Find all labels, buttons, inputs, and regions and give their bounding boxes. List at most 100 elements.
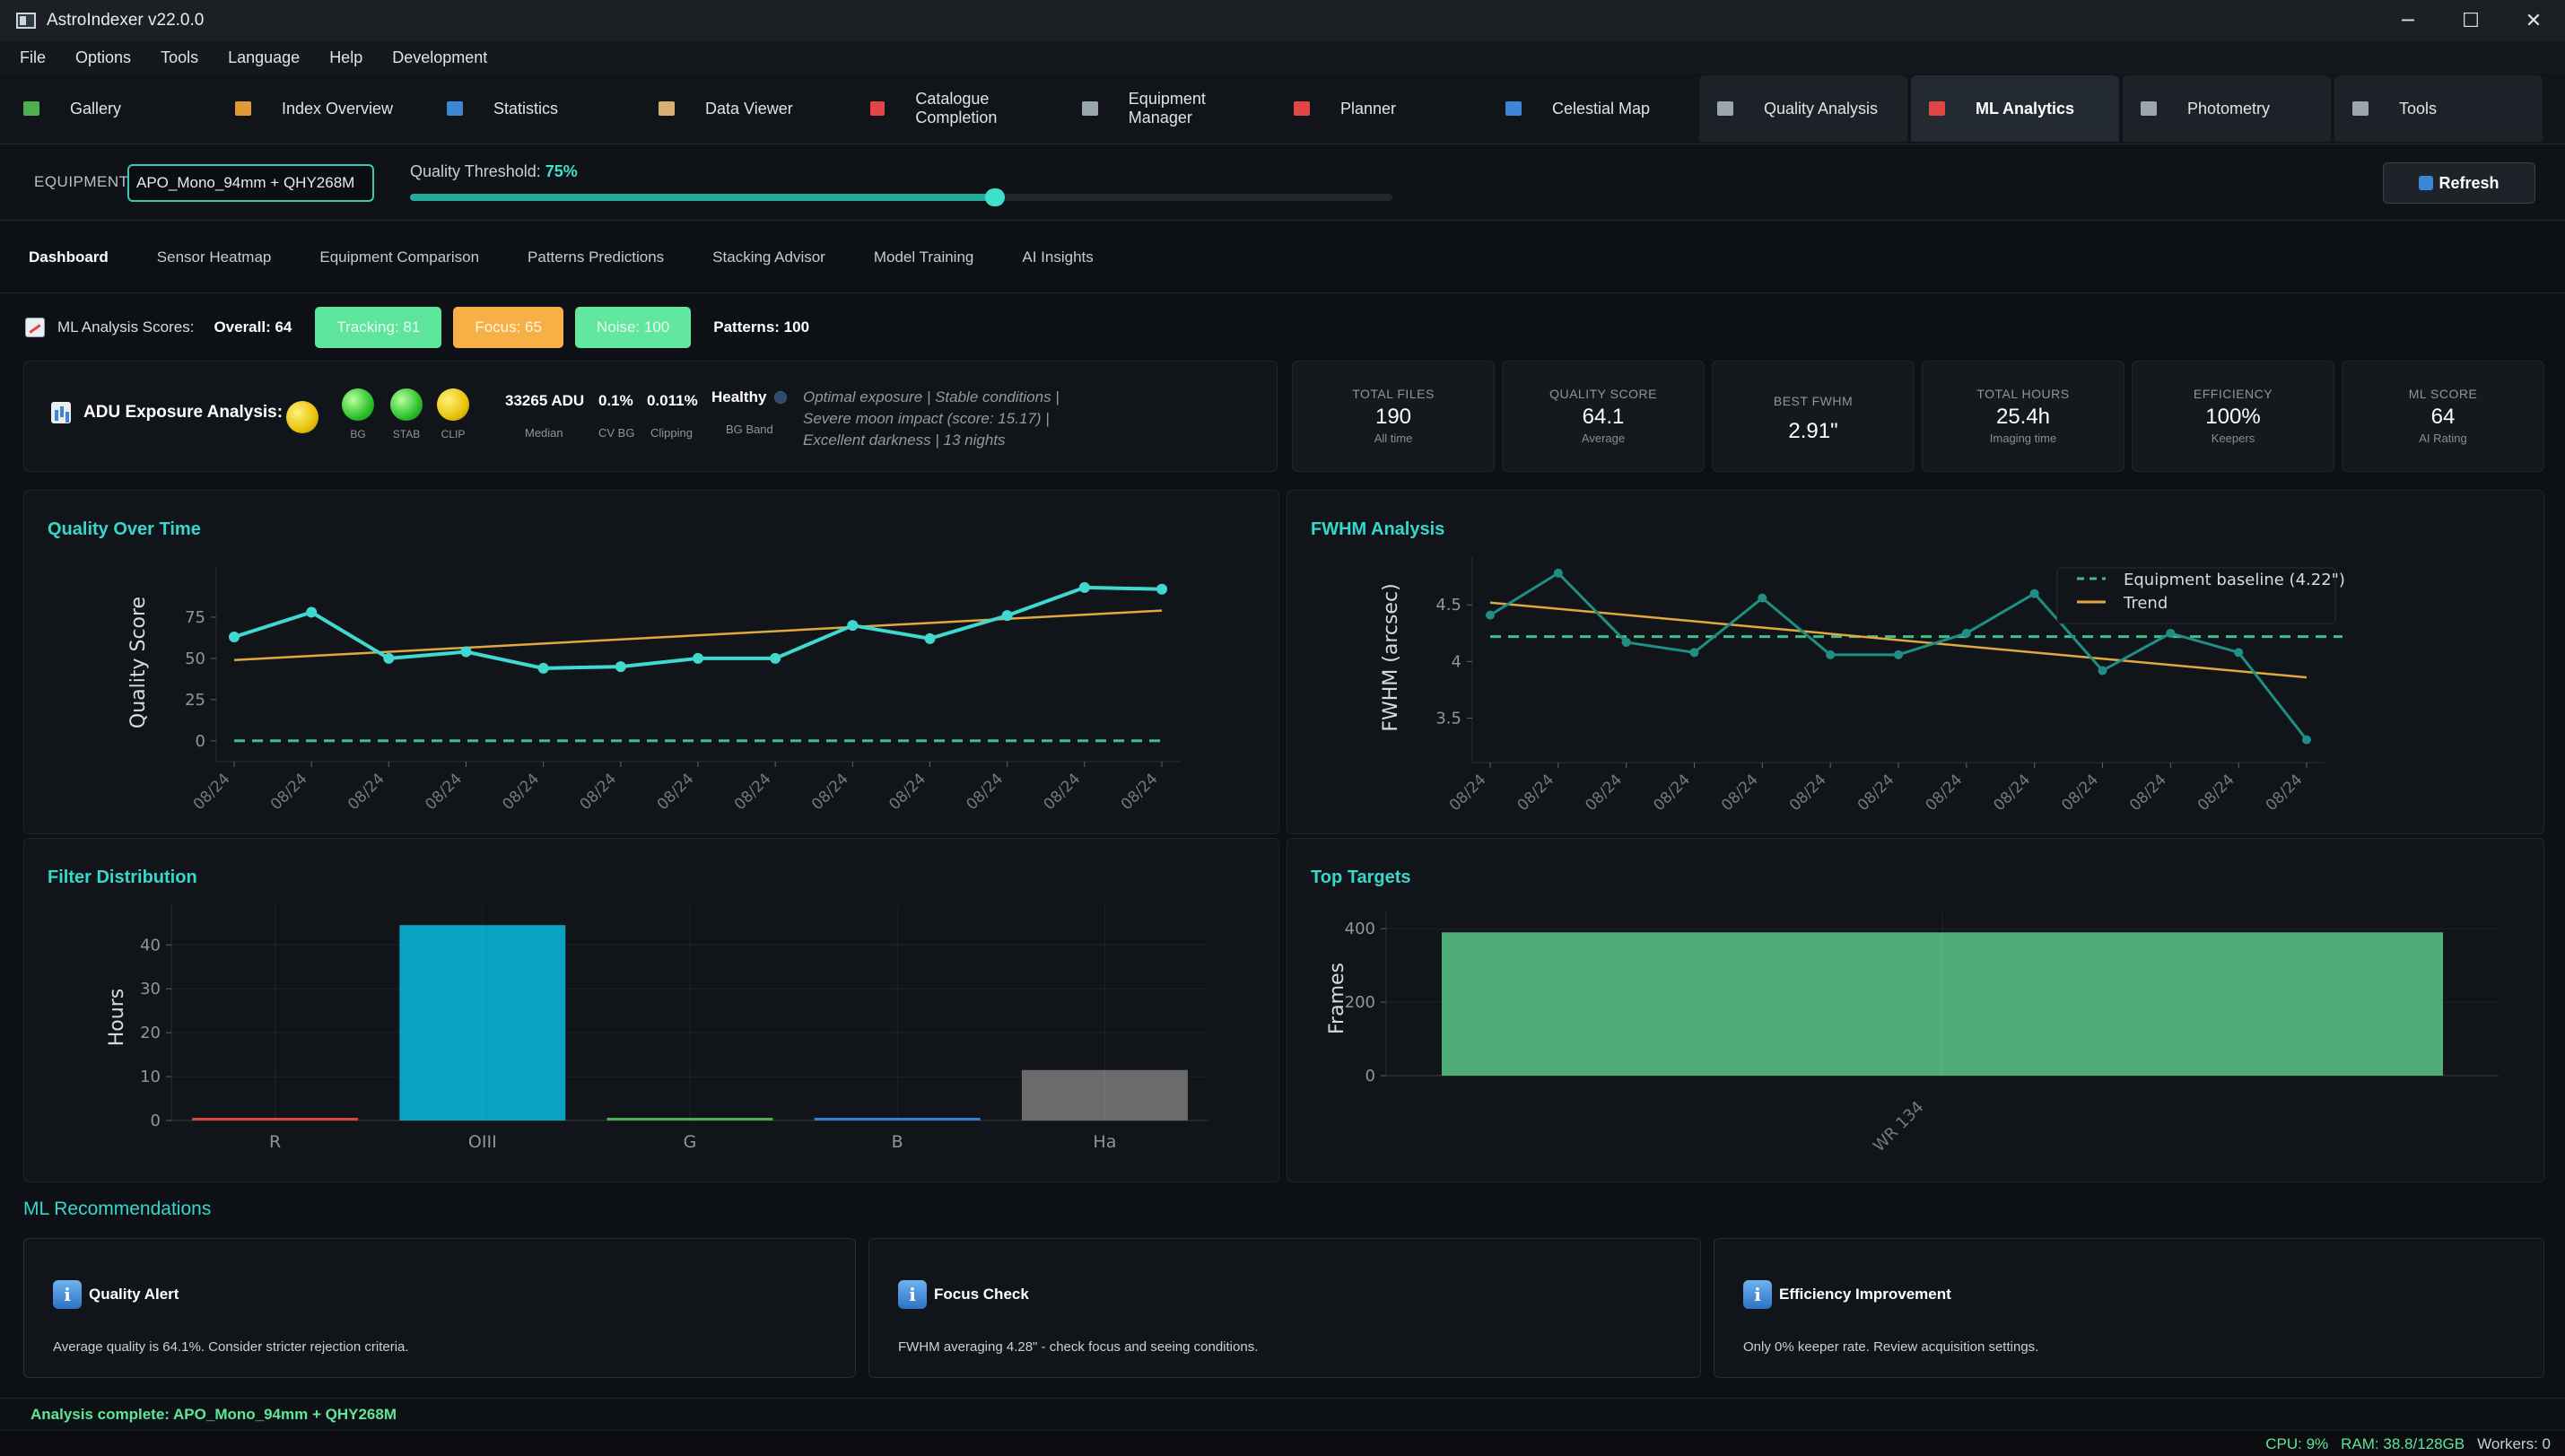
tab-gallery[interactable]: Gallery bbox=[5, 75, 214, 142]
tab-tools[interactable]: Tools bbox=[2334, 75, 2543, 142]
menu-help[interactable]: Help bbox=[329, 48, 363, 66]
subtab-dashboard[interactable]: Dashboard bbox=[29, 248, 109, 266]
adu-summary: Optimal exposure | Stable conditions | S… bbox=[803, 388, 1060, 449]
data-point bbox=[1689, 648, 1699, 658]
data-point bbox=[1758, 593, 1767, 603]
gallery-icon bbox=[23, 101, 39, 116]
x-tick-label: 08/24 bbox=[422, 770, 466, 814]
bg-indicator-led bbox=[342, 388, 374, 421]
subtab-sensor-heatmap[interactable]: Sensor Heatmap bbox=[156, 248, 272, 266]
data-point bbox=[847, 620, 859, 632]
bar-chart-icon bbox=[51, 402, 71, 423]
minimize-button[interactable]: ─ bbox=[2402, 9, 2414, 32]
subtab-equipment-comparison[interactable]: Equipment Comparison bbox=[319, 248, 480, 266]
trend-line bbox=[1489, 601, 2308, 679]
menu-options[interactable]: Options bbox=[75, 48, 132, 66]
legend-trend-label: Trend bbox=[2123, 594, 2168, 613]
chart-trend-icon bbox=[1929, 101, 1945, 116]
system-status-bar: CPU: 9% RAM: 38.8/128GB Workers: 0 bbox=[0, 1430, 2565, 1456]
info-icon: i bbox=[1743, 1280, 1772, 1309]
stat-value: 2.91" bbox=[1788, 419, 1838, 443]
data-point bbox=[1001, 610, 1013, 622]
clip-indicator-led bbox=[437, 388, 469, 421]
bar bbox=[814, 1118, 981, 1120]
title-bar: AstroIndexer v22.0.0 ─ ☐ ✕ bbox=[0, 0, 2565, 41]
y-tick-label: 30 bbox=[140, 980, 161, 998]
tab-statistics[interactable]: Statistics bbox=[429, 75, 637, 142]
bar bbox=[606, 1118, 773, 1120]
tab-celestial-map[interactable]: Celestial Map bbox=[1488, 75, 1696, 142]
y-tick-label: 0 bbox=[151, 1112, 161, 1130]
bar bbox=[192, 1118, 359, 1120]
refresh-button[interactable]: Refresh bbox=[2383, 162, 2535, 204]
exposure-indicator-led bbox=[286, 401, 318, 433]
clipping-label: Clipping bbox=[650, 426, 693, 440]
ml-recommendations-heading: ML Recommendations bbox=[23, 1199, 212, 1219]
clip-label: CLIP bbox=[441, 428, 466, 440]
subtab-patterns-predictions[interactable]: Patterns Predictions bbox=[528, 248, 665, 266]
top-targets-title: Top Targets bbox=[1311, 867, 1411, 887]
tab-label: Planner bbox=[1340, 99, 1397, 118]
tab-label: Data Viewer bbox=[705, 99, 793, 118]
x-tick-label: 08/24 bbox=[2263, 771, 2307, 815]
data-point bbox=[460, 646, 472, 658]
fwhm-analysis-chart: 3.5 4 4.5 08/24 08/24 08/24 08/24 08/24 08/24 08/… bbox=[1380, 556, 2345, 815]
slider-handle[interactable] bbox=[984, 188, 1005, 206]
tab-label: Gallery bbox=[70, 99, 122, 118]
tab-data-viewer[interactable]: Data Viewer bbox=[641, 75, 849, 142]
y-axis-label: FWHM (arcsec) bbox=[1380, 583, 1402, 731]
tab-planner[interactable]: Planner bbox=[1276, 75, 1484, 142]
y-tick-label: 400 bbox=[1345, 920, 1375, 938]
tab-catalogue-completion[interactable]: Catalogue Completion bbox=[852, 75, 1060, 142]
tracking-score-badge: Tracking: 81 bbox=[315, 307, 442, 348]
quality-threshold-label: Quality Threshold: 75% bbox=[410, 162, 578, 181]
refresh-label: Refresh bbox=[2438, 173, 2500, 192]
recommendation-body: FWHM averaging 4.28" - check focus and s… bbox=[898, 1339, 1259, 1355]
close-button[interactable]: ✕ bbox=[2525, 9, 2543, 32]
ml-scores-bar: ML Analysis Scores: Overall: 64 Tracking… bbox=[25, 305, 809, 350]
data-point bbox=[1621, 637, 1631, 647]
subtab-model-training[interactable]: Model Training bbox=[873, 248, 974, 266]
menu-development[interactable]: Development bbox=[392, 48, 488, 66]
chart-trend-icon bbox=[25, 318, 45, 337]
data-point bbox=[2302, 735, 2311, 745]
menu-tools[interactable]: Tools bbox=[161, 48, 199, 66]
subtab-stacking-advisor[interactable]: Stacking Advisor bbox=[712, 248, 825, 266]
quality-threshold-slider[interactable] bbox=[410, 188, 1392, 206]
menu-file[interactable]: File bbox=[20, 48, 47, 66]
window-title: AstroIndexer v22.0.0 bbox=[47, 11, 205, 30]
data-point bbox=[1826, 650, 1836, 659]
x-tick-label: 08/24 bbox=[1118, 770, 1162, 814]
median-label: Median bbox=[525, 426, 563, 440]
quality-over-time-chart: 0 25 50 75 08/24 08/24 08/24 08/24 08/24 08/24 08/… bbox=[127, 567, 1180, 814]
stat-sub: Keepers bbox=[2211, 432, 2255, 445]
tab-photometry[interactable]: Photometry bbox=[2123, 75, 2331, 142]
adu-title-text: ADU Exposure Analysis: bbox=[83, 403, 284, 422]
tab-index-overview[interactable]: Index Overview bbox=[217, 75, 425, 142]
y-tick-label: 10 bbox=[140, 1068, 161, 1086]
x-tick-label: 08/24 bbox=[963, 770, 1007, 814]
menu-bar: File Options Tools Language Help Develop… bbox=[0, 41, 2565, 74]
tab-label: Statistics bbox=[493, 99, 559, 118]
tab-label: Index Overview bbox=[282, 99, 394, 118]
tab-label: Celestial Map bbox=[1552, 99, 1651, 118]
app-icon bbox=[16, 13, 36, 29]
tab-ml-analytics[interactable]: ML Analytics bbox=[1911, 75, 2119, 142]
fwhm-analysis-panel: FWHM Analysis 3.5 4 4.5 08/24 08/24 08/24 08/2… bbox=[1287, 490, 2544, 834]
home-icon bbox=[235, 101, 251, 116]
subtab-ai-insights[interactable]: AI Insights bbox=[1022, 248, 1094, 266]
stab-label: STAB bbox=[392, 428, 421, 440]
trend-line bbox=[233, 609, 1163, 661]
menu-language[interactable]: Language bbox=[228, 48, 301, 66]
data-point bbox=[306, 606, 318, 618]
tab-equipment-manager[interactable]: Equipment Manager bbox=[1064, 75, 1272, 142]
tab-label: Catalogue Completion bbox=[915, 90, 998, 126]
tab-quality-analysis[interactable]: Quality Analysis bbox=[1699, 75, 1907, 142]
stat-value: 190 bbox=[1374, 405, 1412, 429]
maximize-button[interactable]: ☐ bbox=[2462, 9, 2480, 32]
x-tick-label: 08/24 bbox=[2058, 771, 2102, 815]
stat-card-best-fwhm: BEST FWHM 2.91" bbox=[1712, 361, 1915, 472]
bg-band-label: BG Band bbox=[726, 423, 773, 436]
data-point bbox=[229, 632, 240, 643]
equipment-input[interactable]: APO_Mono_94mm + QHY268M bbox=[127, 164, 374, 202]
